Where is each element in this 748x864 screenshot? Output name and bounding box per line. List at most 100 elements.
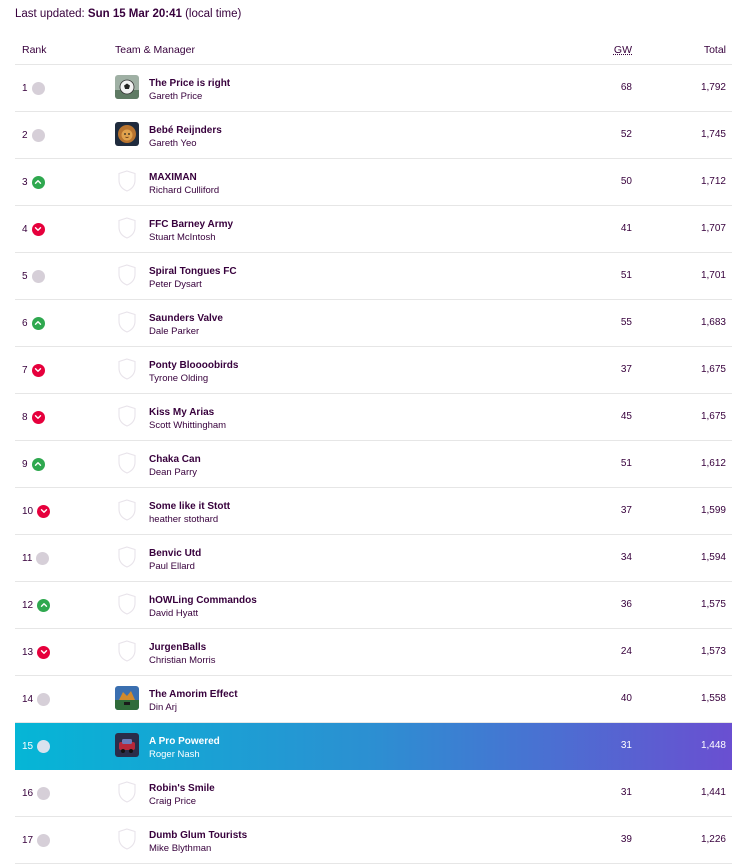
table-body: 1 The Price is right Gareth Price 68 1,792 2 B… xyxy=(15,65,732,864)
total-points: 1,558 xyxy=(700,693,726,704)
team-name-link[interactable]: JurgenBalls xyxy=(149,642,207,653)
table-header: Rank Team & Manager GW Total xyxy=(15,40,732,65)
table-row[interactable]: 12 hOWLing Commandos David Hyatt 36 1,575 xyxy=(15,582,732,629)
team-name-link[interactable]: A Pro Powered xyxy=(149,736,220,747)
team-badge-icon xyxy=(115,639,139,663)
team-badge-icon xyxy=(115,686,139,710)
gw-points: 50 xyxy=(620,176,632,187)
total-points: 1,675 xyxy=(700,364,726,375)
gw-points: 51 xyxy=(620,270,632,281)
total-points: 1,575 xyxy=(700,599,726,610)
rank-cell: 17 xyxy=(22,817,51,863)
table-row[interactable]: 16 Robin's Smile Craig Price 31 1,441 xyxy=(15,770,732,817)
table-row[interactable]: 4 FFC Barney Army Stuart McIntosh 41 1,707 xyxy=(15,206,732,253)
gw-points: 51 xyxy=(620,458,632,469)
total-points: 1,599 xyxy=(700,505,726,516)
manager-name: Christian Morris xyxy=(149,655,216,666)
table-row[interactable]: 14 The Amorim Effect Din Arj 40 1,558 xyxy=(15,676,732,723)
team-name-link[interactable]: Saunders Valve xyxy=(149,313,223,324)
table-row[interactable]: 10 Some like it Stott heather stothard 37 1,… xyxy=(15,488,732,535)
team-name-link[interactable]: MAXIMAN xyxy=(149,172,197,183)
table-row[interactable]: 3 MAXIMAN Richard Culliford 50 1,712 xyxy=(15,159,732,206)
team-name-link[interactable]: FFC Barney Army xyxy=(149,219,234,230)
team-badge-icon xyxy=(115,216,139,240)
team-badge-icon xyxy=(115,263,139,287)
rank-same-icon xyxy=(31,128,45,142)
rank-number: 17 xyxy=(22,834,34,846)
team-name-link[interactable]: Chaka Can xyxy=(149,454,201,465)
rank-number: 6 xyxy=(22,317,28,329)
team-name-link[interactable]: hOWLing Commandos xyxy=(149,595,257,606)
rank-down-icon xyxy=(31,222,45,236)
team-name-link[interactable]: Robin's Smile xyxy=(149,783,215,794)
manager-name: Mike Blythman xyxy=(149,843,212,854)
total-points: 1,675 xyxy=(700,411,726,422)
gw-points: 52 xyxy=(620,129,632,140)
gw-points: 31 xyxy=(620,740,632,751)
rank-number: 13 xyxy=(22,646,34,658)
rank-number: 14 xyxy=(22,693,34,705)
team-name-link[interactable]: Dumb Glum Tourists xyxy=(149,830,248,841)
table-row[interactable]: 17 Dumb Glum Tourists Mike Blythman 39 1,226 xyxy=(15,817,732,864)
team-badge-icon xyxy=(115,498,139,522)
rank-cell: 5 xyxy=(22,253,45,299)
total-points: 1,448 xyxy=(700,740,726,751)
rank-number: 16 xyxy=(22,787,34,799)
gw-points: 55 xyxy=(620,317,632,328)
gw-points: 37 xyxy=(620,505,632,516)
table-row[interactable]: 1 The Price is right Gareth Price 68 1,792 xyxy=(15,65,732,112)
gw-column-header[interactable]: GW xyxy=(613,44,632,56)
rank-cell: 16 xyxy=(22,770,51,816)
rank-down-icon xyxy=(37,504,51,518)
gw-points: 45 xyxy=(620,411,632,422)
rank-number: 2 xyxy=(22,129,28,141)
rank-cell: 13 xyxy=(22,629,51,675)
manager-name: David Hyatt xyxy=(149,608,199,619)
manager-name: Gareth Price xyxy=(149,91,203,102)
rank-number: 5 xyxy=(22,270,28,282)
total-points: 1,612 xyxy=(700,458,726,469)
gw-points: 40 xyxy=(620,693,632,704)
team-name-link[interactable]: Bebé Reijnders xyxy=(149,125,222,136)
rank-column-header: Rank xyxy=(22,44,47,56)
rank-number: 4 xyxy=(22,223,28,235)
table-row[interactable]: 11 Benvic Utd Paul Ellard 34 1,594 xyxy=(15,535,732,582)
team-badge-icon xyxy=(115,357,139,381)
rank-up-icon xyxy=(31,175,45,189)
rank-cell: 15 xyxy=(22,723,51,769)
team-badge-icon xyxy=(115,545,139,569)
team-name-link[interactable]: Ponty Bloooobirds xyxy=(149,360,239,371)
table-row[interactable]: 13 JurgenBalls Christian Morris 24 1,573 xyxy=(15,629,732,676)
table-row[interactable]: 9 Chaka Can Dean Parry 51 1,612 xyxy=(15,441,732,488)
manager-name: Tyrone Olding xyxy=(149,373,209,384)
team-name-link[interactable]: Some like it Stott xyxy=(149,501,231,512)
table-row[interactable]: 2 Bebé Reijnders Gareth Yeo 52 1,745 xyxy=(15,112,732,159)
table-row-current-user[interactable]: 15 A Pro Powered Roger Nash 31 1,448 xyxy=(15,723,732,770)
table-row[interactable]: 5 Spiral Tongues FC Peter Dysart 51 1,701 xyxy=(15,253,732,300)
rank-cell: 11 xyxy=(22,535,50,581)
total-points: 1,701 xyxy=(700,270,726,281)
table-row[interactable]: 8 Kiss My Arias Scott Whittingham 45 1,675 xyxy=(15,394,732,441)
rank-cell: 1 xyxy=(22,65,45,111)
rank-cell: 8 xyxy=(22,394,45,440)
last-updated-date: Sun 15 Mar 20:41 xyxy=(87,8,182,20)
rank-cell: 9 xyxy=(22,441,45,487)
team-name-link[interactable]: The Price is right xyxy=(149,78,231,89)
manager-name: Dean Parry xyxy=(149,467,198,478)
manager-name: Scott Whittingham xyxy=(149,420,227,431)
rank-cell: 12 xyxy=(22,582,51,628)
rank-number: 10 xyxy=(22,505,34,517)
rank-number: 9 xyxy=(22,458,28,470)
rank-same-icon xyxy=(37,833,51,847)
total-points: 1,594 xyxy=(700,552,726,563)
team-name-link[interactable]: Kiss My Arias xyxy=(149,407,215,418)
table-row[interactable]: 6 Saunders Valve Dale Parker 55 1,683 xyxy=(15,300,732,347)
rank-cell: 2 xyxy=(22,112,45,158)
team-badge-icon xyxy=(115,75,139,99)
gw-points: 24 xyxy=(620,646,632,657)
team-name-link[interactable]: Spiral Tongues FC xyxy=(149,266,237,277)
table-row[interactable]: 7 Ponty Bloooobirds Tyrone Olding 37 1,675 xyxy=(15,347,732,394)
team-name-link[interactable]: The Amorim Effect xyxy=(149,689,238,700)
team-name-link[interactable]: Benvic Utd xyxy=(149,548,202,559)
total-points: 1,441 xyxy=(700,787,726,798)
